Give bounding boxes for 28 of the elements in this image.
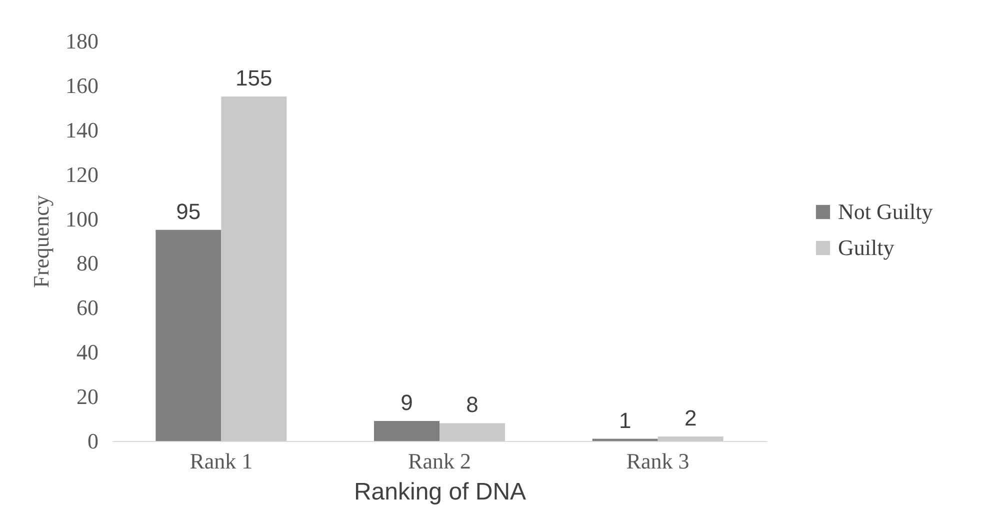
y-tick-label: 100 — [66, 206, 98, 232]
y-tick-label: 140 — [66, 117, 98, 142]
legend-label: Not Guilty — [838, 199, 933, 224]
bar — [374, 421, 440, 441]
bar — [156, 230, 222, 441]
y-tick-label: 0 — [88, 428, 98, 454]
data-label: 155 — [236, 66, 272, 91]
y-tick-label: 20 — [76, 384, 98, 410]
bar — [658, 436, 724, 441]
y-tick-label: 120 — [66, 162, 98, 187]
data-label: 95 — [176, 198, 201, 224]
y-tick-label: 160 — [66, 72, 98, 98]
x-tick-label: Rank 1 — [190, 448, 253, 474]
data-label: 9 — [400, 390, 413, 415]
legend-label: Guilty — [838, 235, 894, 260]
data-label: 1 — [618, 408, 632, 433]
x-tick-label: Rank 2 — [408, 448, 471, 474]
y-tick-label: 80 — [76, 250, 98, 276]
bar — [440, 423, 505, 441]
y-tick-label: 40 — [76, 340, 98, 365]
bar — [221, 96, 287, 441]
x-tick-label: Rank 3 — [626, 448, 690, 474]
data-label: 2 — [684, 406, 697, 431]
x-axis-title: Ranking of DNA — [354, 478, 526, 506]
data-label: 8 — [466, 392, 478, 418]
y-tick-label: 180 — [66, 28, 98, 54]
y-tick-label: 60 — [76, 295, 98, 320]
y-axis-title: Frequency — [28, 195, 54, 288]
